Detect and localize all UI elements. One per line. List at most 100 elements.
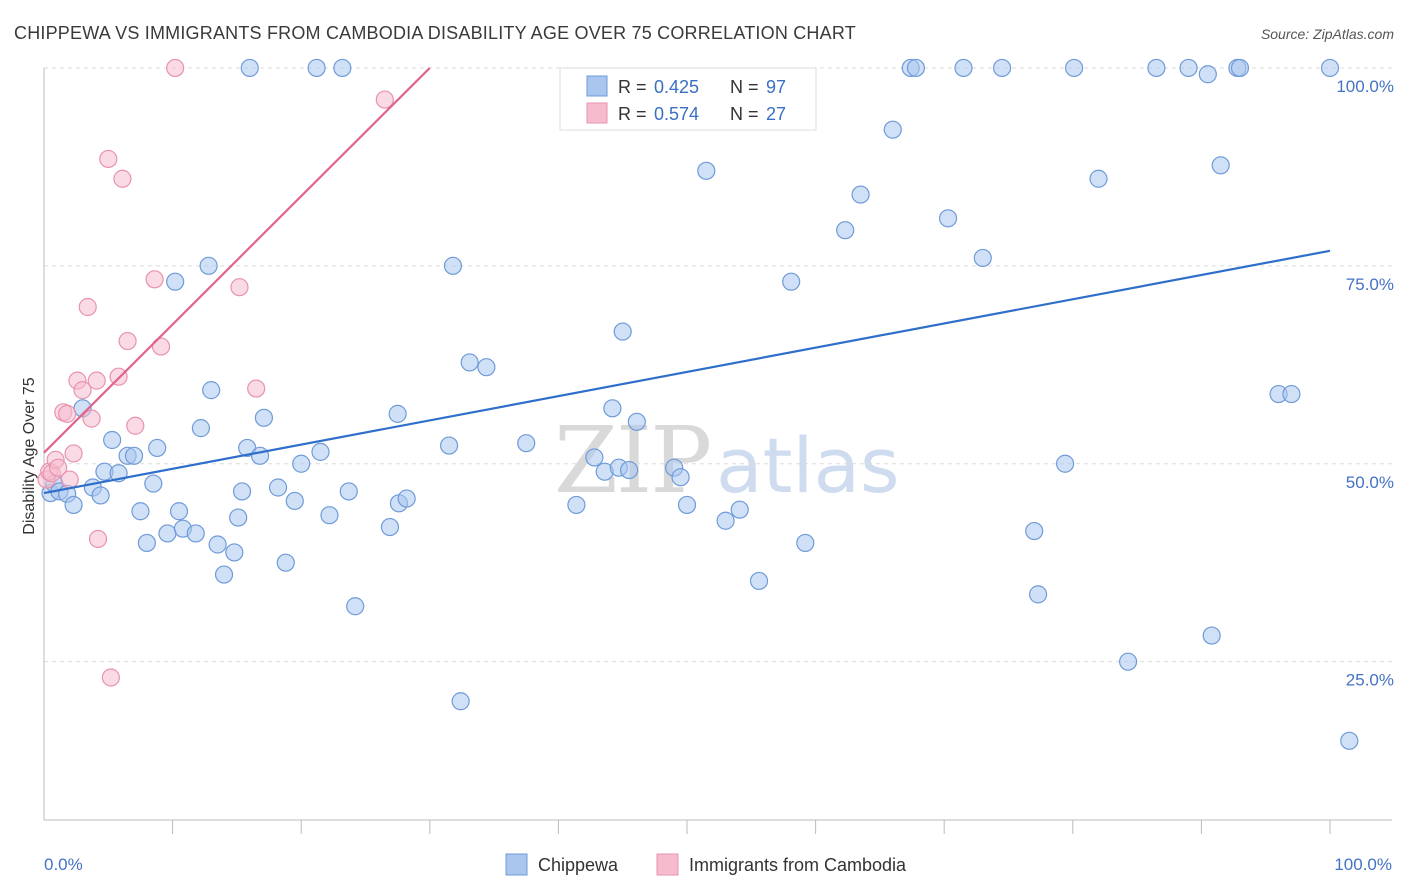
chippewa-point <box>585 448 604 467</box>
chippewa-point <box>620 460 639 480</box>
chart-source: Source: ZipAtlas.com <box>1261 26 1394 42</box>
chippewa-point <box>782 272 801 291</box>
chippewa-point <box>439 436 459 455</box>
legend-swatch-chippewa <box>586 75 608 97</box>
chart-title: CHIPPEWA VS IMMIGRANTS FROM CAMBODIA DIS… <box>14 23 856 43</box>
legend-r-value-2: 0.574 <box>654 104 699 124</box>
chippewa-point <box>250 446 270 465</box>
series-legend: Chippewa Immigrants from Cambodia <box>505 853 907 876</box>
chippewa-point <box>169 502 189 521</box>
cambodia-point <box>375 90 394 109</box>
chippewa-point <box>232 482 252 501</box>
axes <box>43 68 1392 834</box>
chippewa-point <box>796 533 815 553</box>
chippewa-point <box>730 500 749 519</box>
chippewa-point <box>268 478 288 497</box>
legend-n-label-2: N = <box>730 104 759 124</box>
chippewa-point <box>307 58 326 78</box>
cambodia-point <box>73 381 92 400</box>
cambodia-point <box>101 668 120 687</box>
cambodia-point <box>230 278 249 297</box>
chippewa-point <box>166 272 185 291</box>
chippewa-point <box>240 58 259 78</box>
chippewa-point <box>851 185 870 204</box>
chippewa-point <box>64 495 83 515</box>
chippewa-point <box>186 524 205 543</box>
chippewa-point <box>1179 58 1198 78</box>
chippewa-point <box>477 358 496 377</box>
chippewa-point <box>1064 58 1084 78</box>
chippewa-trend-line <box>43 249 1331 495</box>
chippewa-point <box>320 506 339 525</box>
cambodia-point <box>60 470 79 489</box>
chippewa-point <box>1028 585 1048 604</box>
chippewa-point <box>148 438 167 458</box>
chippewa-point <box>460 353 479 372</box>
series-legend-swatch-chippewa <box>505 853 528 876</box>
chippewa-point <box>1055 454 1075 473</box>
chippewa-point <box>285 491 304 511</box>
chippewa-point <box>1147 58 1166 78</box>
gridlines <box>44 67 1392 663</box>
chippewa-point <box>131 502 150 521</box>
cambodia-point <box>49 458 68 477</box>
chippewa-point <box>292 454 311 473</box>
chippewa-point <box>388 404 407 423</box>
chippewa-point <box>716 511 735 530</box>
chippewa-point <box>1118 652 1138 671</box>
chippewa-point <box>627 412 646 431</box>
chippewa-point <box>1282 384 1301 404</box>
chippewa-point <box>677 495 697 515</box>
y-axis-title: Disability Age Over 75 <box>21 377 38 535</box>
chippewa-point <box>208 535 227 554</box>
cambodia-trend-line <box>43 67 431 454</box>
chippewa-point <box>1202 626 1221 645</box>
cambodia-point <box>113 169 132 188</box>
y-tick-label: 50.0% <box>1346 473 1394 492</box>
legend-n-label-1: N = <box>730 77 759 97</box>
chippewa-point <box>906 58 926 78</box>
chippewa-point <box>443 256 463 275</box>
y-tick-label: 75.0% <box>1346 275 1394 294</box>
chippewa-point <box>380 517 400 537</box>
chippewa-point <box>254 408 274 427</box>
chippewa-point <box>276 553 295 572</box>
chippewa-point <box>103 430 122 450</box>
chippewa-point <box>1089 169 1108 188</box>
cambodia-point <box>99 149 118 169</box>
chippewa-point <box>883 120 902 139</box>
chippewa-point <box>199 256 218 275</box>
chippewa-point <box>992 58 1012 78</box>
chippewa-point <box>158 524 177 543</box>
chippewa-point <box>1320 58 1340 78</box>
chippewa-point <box>1211 156 1230 175</box>
chippewa-point <box>1230 58 1250 78</box>
data-points <box>37 58 1359 750</box>
legend-r-value-1: 0.425 <box>654 77 699 97</box>
chippewa-point <box>311 442 330 461</box>
chippewa-point <box>346 597 365 616</box>
chippewa-point <box>567 495 586 515</box>
chippewa-point <box>202 381 221 400</box>
tick-labels: 100.0% 75.0% 50.0% 25.0% 0.0% 100.0% <box>44 77 1394 874</box>
legend-r-label-2: R = <box>618 104 647 124</box>
chippewa-point <box>339 482 358 501</box>
chippewa-point <box>749 571 769 591</box>
series-legend-swatch-cambodia <box>656 853 679 876</box>
cambodia-point <box>151 337 171 356</box>
cambodia-point <box>58 404 77 423</box>
y-tick-label: 25.0% <box>1346 671 1394 690</box>
chippewa-point <box>973 248 992 268</box>
chippewa-point <box>938 209 958 228</box>
legend-n-value-2: 27 <box>766 104 786 124</box>
chippewa-point <box>225 543 244 562</box>
chippewa-point <box>144 474 163 493</box>
chippewa-point <box>697 161 716 180</box>
cambodia-point <box>88 529 108 549</box>
chippewa-point <box>603 399 622 418</box>
chippewa-point <box>124 446 144 465</box>
chippewa-point <box>954 58 973 78</box>
chippewa-point <box>229 508 248 527</box>
chippewa-point <box>1340 731 1359 750</box>
series-legend-label-cambodia: Immigrants from Cambodia <box>689 855 907 875</box>
